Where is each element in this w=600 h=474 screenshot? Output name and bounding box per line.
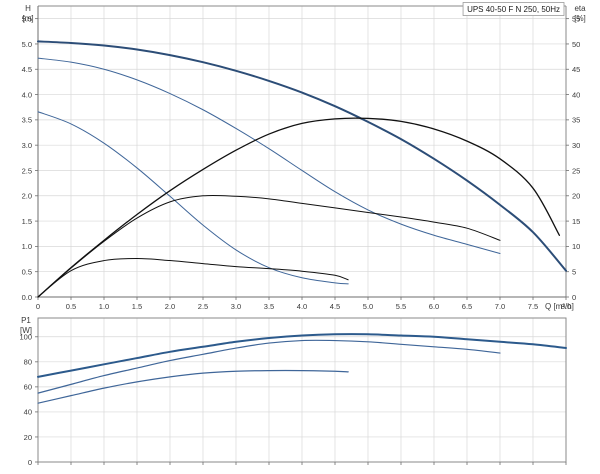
q-axis-title: Q [m³/h] xyxy=(545,302,574,311)
x-tick-label: 5.0 xyxy=(363,302,373,311)
power-curve xyxy=(37,369,349,404)
p1-tick-label: 60 xyxy=(24,383,32,392)
efficiency-curve xyxy=(37,117,561,298)
eta-axis-title-line1: eta xyxy=(574,4,586,13)
p1-tick-label: 80 xyxy=(24,358,32,367)
x-tick-label: 2.0 xyxy=(165,302,175,311)
eta-tick-label: 25 xyxy=(572,166,580,175)
x-tick-label: 3.5 xyxy=(264,302,274,311)
efficiency-curve xyxy=(37,258,349,298)
x-tick-label: 5.5 xyxy=(396,302,406,311)
efficiency-curves xyxy=(37,117,561,298)
h-axis-title-line2: [m] xyxy=(22,14,33,23)
eta-tick-label: 45 xyxy=(572,65,580,74)
h-tick-label: 4.0 xyxy=(22,90,32,99)
power-curves xyxy=(37,333,567,404)
efficiency-curve xyxy=(37,194,501,298)
eta-tick-label: 35 xyxy=(572,116,580,125)
h-tick-label: 0.5 xyxy=(22,267,32,276)
head-curve xyxy=(37,40,567,272)
h-tick-label: 0.0 xyxy=(22,293,32,302)
p1-axis-title-line2: [W] xyxy=(20,326,32,335)
title-box-rect xyxy=(462,2,565,16)
p1-tick-label: 100 xyxy=(19,333,32,342)
h-tick-label: 1.0 xyxy=(22,242,32,251)
p1-tick-label: 40 xyxy=(24,408,32,417)
eta-tick-label: 40 xyxy=(572,90,580,99)
chart-title-box: UPS 40-50 F N 250, 50Hz xyxy=(462,2,565,16)
x-tick-label: 6.0 xyxy=(429,302,439,311)
power-curve xyxy=(37,339,501,394)
eta-tick-label: 50 xyxy=(572,40,580,49)
h-tick-label: 5.0 xyxy=(22,40,32,49)
eta-tick-label: 15 xyxy=(572,217,580,226)
h-tick-label: 2.5 xyxy=(22,166,32,175)
lower-panel-ticks xyxy=(35,336,567,465)
eta-tick-label: 10 xyxy=(572,242,580,251)
x-tick-label: 6.5 xyxy=(462,302,472,311)
chart-title: UPS 40-50 F N 250, 50Hz xyxy=(467,5,560,14)
x-tick-label: 8.0 xyxy=(561,302,571,311)
h-tick-label: 4.5 xyxy=(22,65,32,74)
x-tick-label: 4.0 xyxy=(297,302,307,311)
head-curve xyxy=(37,111,349,285)
eta-tick-label: 30 xyxy=(572,141,580,150)
eta-tick-label: 5 xyxy=(572,267,576,276)
upper-panel-ticks xyxy=(35,18,569,300)
x-tick-label: 7.5 xyxy=(528,302,538,311)
p1-axis-title-line1: P1 xyxy=(21,316,31,325)
h-tick-label: 3.0 xyxy=(22,141,32,150)
head-curves xyxy=(37,40,567,285)
x-tick-label: 0 xyxy=(36,302,40,311)
x-tick-label: 0.5 xyxy=(66,302,76,311)
h-tick-label: 2.0 xyxy=(22,192,32,201)
x-tick-label: 4.5 xyxy=(330,302,340,311)
p1-tick-label: 20 xyxy=(24,433,32,442)
eta-tick-label: 0 xyxy=(572,293,576,302)
power-curve xyxy=(37,333,567,378)
eta-tick-label: 55 xyxy=(572,14,580,23)
x-tick-label: 1.0 xyxy=(99,302,109,311)
x-tick-label: 3.0 xyxy=(231,302,241,311)
eta-tick-label: 20 xyxy=(572,192,580,201)
x-tick-label: 2.5 xyxy=(198,302,208,311)
head-curve xyxy=(37,57,501,254)
h-tick-label: 3.5 xyxy=(22,116,32,125)
h-tick-label: 5.5 xyxy=(22,14,32,23)
x-tick-label: 7.0 xyxy=(495,302,505,311)
p1-tick-label: 0 xyxy=(28,458,32,467)
h-axis-title-line1: H xyxy=(25,4,31,13)
axis-labels: 0 0.5 1.0 1.5 2.0 2.5 3.0 3.5 4.0 4.5 5.0 5.5 6.0 6.5… xyxy=(19,4,586,467)
h-tick-label: 1.5 xyxy=(22,217,32,226)
x-tick-label: 1.5 xyxy=(132,302,142,311)
eta-axis-title-line2: [%] xyxy=(574,14,586,23)
